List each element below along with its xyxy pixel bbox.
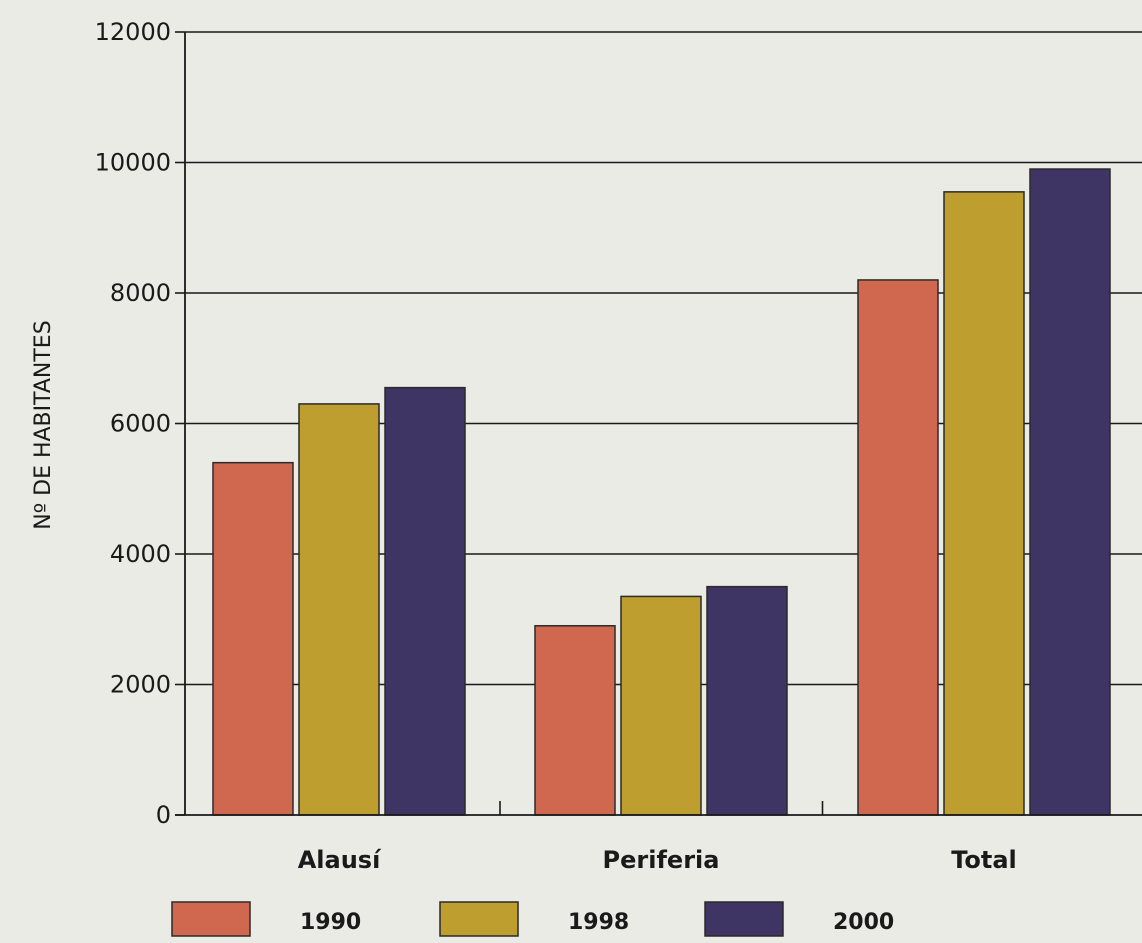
bar-periferia-1990	[534, 625, 616, 816]
y-tick-label-12000: 12000	[95, 18, 171, 46]
y-tick-label-4000: 4000	[110, 540, 171, 568]
bar-alausí-2000	[384, 386, 466, 816]
legend-swatch-1998	[439, 901, 519, 937]
y-tick-label-6000: 6000	[110, 410, 171, 438]
bar-total-1998	[943, 191, 1025, 816]
legend-label-1998: 1998	[568, 910, 629, 935]
y-tick-label-2000: 2000	[110, 671, 171, 699]
legend-swatch-1990	[171, 901, 251, 937]
y-tick-label-10000: 10000	[95, 149, 171, 177]
legend-label-1990: 1990	[300, 910, 361, 935]
x-category-label-1: Periferia	[603, 846, 720, 874]
bar-periferia-2000	[706, 585, 788, 816]
bar-total-1990	[857, 279, 939, 816]
bar-alausí-1990	[212, 461, 294, 816]
y-tick-label-8000: 8000	[110, 279, 171, 307]
bar-periferia-1998	[620, 595, 702, 816]
y-tick-label-0: 0	[156, 801, 171, 829]
y-axis-title: Nº DE HABITANTES	[31, 320, 56, 529]
bar-alausí-1998	[298, 403, 380, 816]
x-category-label-2: Total	[951, 846, 1017, 874]
legend-label-2000: 2000	[833, 910, 894, 935]
bars	[212, 168, 1111, 816]
legend: 1990 1998 2000	[171, 901, 894, 937]
legend-swatch-2000	[704, 901, 784, 937]
x-category-label-0: Alausí	[298, 846, 382, 874]
bar-total-2000	[1029, 168, 1111, 816]
axes: 0 2000 4000 6000 8000 10000 12000 Alausí Perifer…	[95, 18, 1142, 874]
